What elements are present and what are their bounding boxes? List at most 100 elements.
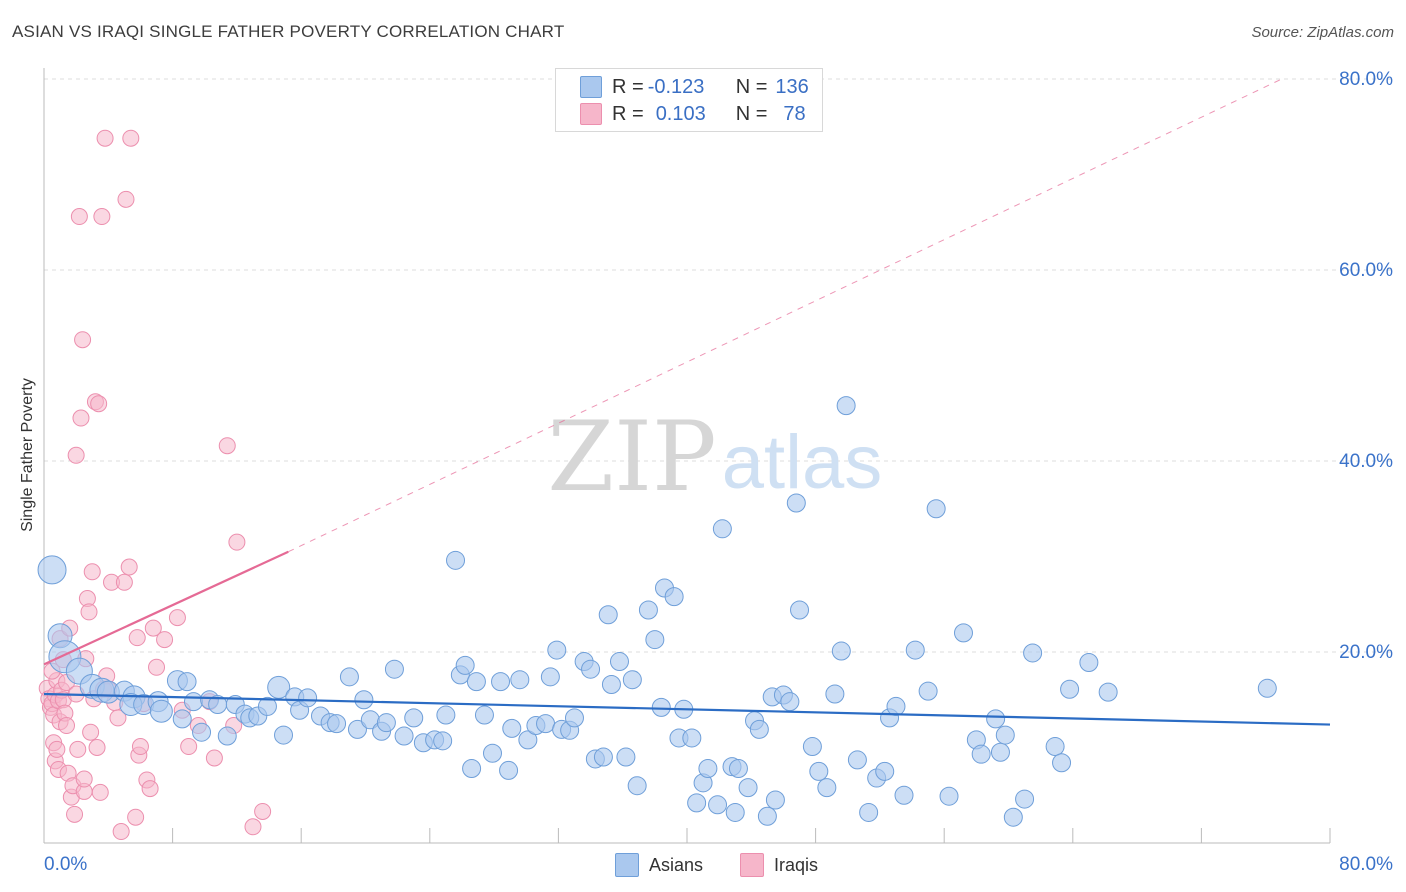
asian-point bbox=[1015, 789, 1035, 809]
asian-point bbox=[192, 722, 212, 742]
iraqis-legend-swatch bbox=[740, 853, 764, 877]
asian-point bbox=[149, 699, 173, 723]
iraqi-point bbox=[72, 409, 90, 427]
asian-point bbox=[712, 519, 732, 539]
chart-title: ASIAN VS IRAQI SINGLE FATHER POVERTY COR… bbox=[12, 22, 565, 41]
iraqi-point bbox=[115, 573, 133, 591]
y-tick-label: 40.0% bbox=[1339, 451, 1393, 472]
asian-point bbox=[698, 759, 718, 779]
iraqi-point bbox=[48, 740, 66, 758]
asian-point bbox=[455, 655, 475, 675]
watermark: ZIP atlas bbox=[547, 401, 882, 513]
asian-point bbox=[1023, 643, 1043, 663]
iraqi-point bbox=[75, 770, 93, 788]
iraqi-point bbox=[156, 631, 174, 649]
asian-point bbox=[725, 802, 745, 822]
axes bbox=[43, 68, 1331, 844]
legend-r-value: -0.123 bbox=[647, 75, 705, 98]
asian-point bbox=[540, 667, 560, 687]
legend-n-value: 136 bbox=[775, 75, 809, 98]
iraqi-point bbox=[80, 603, 98, 621]
asians-legend-label: Asians bbox=[649, 854, 704, 875]
asian-point bbox=[622, 670, 642, 690]
asian-point bbox=[581, 659, 601, 679]
asian-point bbox=[436, 705, 456, 725]
asian-point bbox=[687, 793, 707, 813]
iraqi-point bbox=[82, 723, 100, 741]
iraqis-swatch bbox=[580, 103, 602, 125]
y-axis-label: Single Father Poverty bbox=[19, 378, 36, 532]
asian-point bbox=[376, 713, 396, 733]
asian-point bbox=[836, 396, 856, 416]
asian-point bbox=[327, 714, 347, 734]
legend-n-label: N = bbox=[735, 102, 768, 125]
asian-point bbox=[172, 709, 192, 729]
iraqi-point bbox=[218, 437, 236, 455]
legend-row-asians: R = -0.123 N = 136 bbox=[580, 75, 809, 99]
asian-point bbox=[995, 725, 1015, 745]
asian-point bbox=[990, 742, 1010, 762]
trendlines bbox=[43, 78, 1331, 726]
asian-point bbox=[536, 714, 556, 734]
asian-point bbox=[831, 641, 851, 661]
asian-point bbox=[593, 747, 613, 767]
iraqi-point bbox=[90, 395, 108, 413]
legend-r-value: 0.103 bbox=[655, 102, 706, 125]
asian-point bbox=[953, 623, 973, 643]
asian-point bbox=[728, 759, 748, 779]
x-tick-label: 80.0% bbox=[1339, 854, 1393, 875]
iraqi-point bbox=[70, 208, 88, 226]
asian-point bbox=[738, 778, 758, 798]
iraqi-point bbox=[128, 629, 146, 647]
correlation-legend: R = -0.123 N = 136 R = 0.103 N = 78 bbox=[555, 68, 823, 132]
asian-point bbox=[609, 652, 629, 672]
asian-point bbox=[37, 555, 67, 585]
y-tick-label: 20.0% bbox=[1339, 642, 1393, 663]
asian-point bbox=[749, 719, 769, 739]
asian-point bbox=[502, 718, 522, 738]
gridlines bbox=[44, 78, 1395, 653]
iraqi-point bbox=[96, 129, 114, 147]
asian-point bbox=[177, 672, 197, 692]
iraqi-point bbox=[244, 818, 262, 836]
asian-point bbox=[627, 776, 647, 796]
iraqi-point bbox=[144, 619, 162, 637]
asian-point bbox=[780, 692, 800, 712]
x-tick-label: 0.0% bbox=[44, 854, 87, 875]
asian-point bbox=[651, 697, 671, 717]
asian-point bbox=[986, 709, 1006, 729]
iraqi-point bbox=[120, 558, 138, 576]
iraqi-point bbox=[141, 780, 159, 798]
asian-point bbox=[1052, 753, 1072, 773]
asian-point bbox=[1060, 679, 1080, 699]
asian-point bbox=[802, 737, 822, 757]
asian-point bbox=[354, 690, 374, 710]
asian-point bbox=[939, 786, 959, 806]
iraqi-point bbox=[122, 129, 140, 147]
iraqi-point bbox=[88, 739, 106, 756]
asian-point bbox=[708, 795, 728, 815]
asian-point bbox=[809, 761, 829, 781]
asian-point bbox=[298, 688, 318, 708]
asian-point bbox=[786, 493, 806, 513]
asian-point bbox=[433, 731, 453, 751]
asian-point bbox=[905, 640, 925, 660]
asian-points bbox=[37, 396, 1277, 827]
iraqis-legend-label: Iraqis bbox=[774, 854, 819, 875]
iraqi-point bbox=[93, 208, 111, 226]
asian-point bbox=[847, 750, 867, 770]
asian-point bbox=[518, 730, 538, 750]
asian-point bbox=[1045, 737, 1065, 757]
asian-point bbox=[638, 600, 658, 620]
iraqi-point bbox=[74, 331, 92, 349]
asian-point bbox=[1079, 653, 1099, 673]
asian-point bbox=[482, 743, 502, 763]
asians-swatch bbox=[580, 76, 602, 98]
asian-point bbox=[257, 696, 277, 716]
iraqi-point bbox=[228, 533, 246, 551]
iraqi-point bbox=[67, 446, 85, 464]
watermark-atlas: atlas bbox=[722, 420, 883, 505]
watermark-zip: ZIP bbox=[547, 401, 716, 513]
asian-point bbox=[971, 744, 991, 764]
